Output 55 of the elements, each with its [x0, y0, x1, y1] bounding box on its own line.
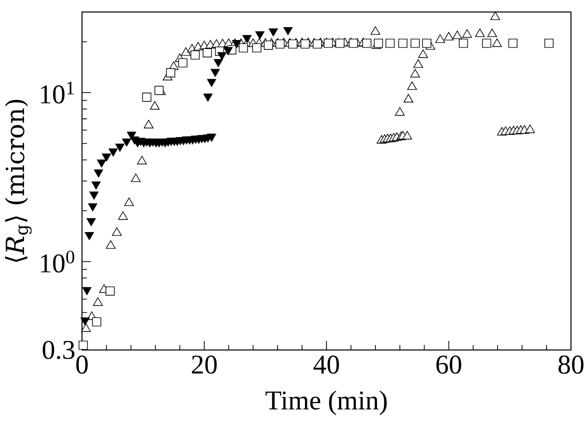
point [312, 39, 322, 49]
point [178, 58, 188, 68]
point [362, 38, 372, 48]
point [348, 38, 358, 48]
x-tick-label: 60 [436, 356, 462, 374]
point [206, 78, 216, 88]
point [142, 92, 152, 102]
point [398, 38, 408, 48]
point [268, 28, 278, 37]
point [89, 192, 99, 200]
point [288, 39, 298, 49]
x-tick-label: 20 [192, 356, 217, 374]
point [190, 50, 200, 60]
point [86, 218, 96, 226]
point [80, 317, 90, 326]
x-tick-label: 0 [76, 356, 88, 374]
point [264, 40, 273, 50]
point [223, 47, 233, 56]
point [84, 232, 94, 240]
point [206, 134, 216, 142]
y-tick-label: 10$^{0}$ [40, 250, 74, 273]
point [255, 31, 265, 40]
point [410, 38, 420, 48]
point [102, 154, 112, 162]
point [115, 144, 125, 152]
point [242, 35, 252, 44]
point [122, 138, 132, 147]
point [166, 68, 176, 78]
point [82, 287, 92, 296]
point [96, 160, 106, 168]
point [217, 52, 227, 60]
y-axis-title: ⟨R$_{g}$⟩ (micron) [5, 100, 32, 262]
point [214, 59, 224, 68]
point [422, 38, 432, 48]
point [275, 39, 285, 49]
point [458, 38, 468, 48]
point [88, 203, 98, 212]
point [252, 43, 262, 52]
y-tick-label: 10$^{1}$ [40, 82, 74, 104]
point [300, 39, 310, 49]
y-tick-label: 0.3 [42, 340, 74, 360]
point [283, 27, 293, 36]
point [386, 38, 395, 48]
x-tick-label: 40 [314, 356, 339, 374]
point [108, 148, 118, 157]
point [94, 169, 104, 178]
point [203, 94, 213, 102]
x-tick-label: 80 [558, 356, 584, 374]
point [238, 43, 248, 52]
x-axis-title: Time (min) [266, 390, 387, 416]
point [91, 181, 101, 190]
point [210, 68, 220, 78]
point [482, 38, 492, 48]
point [544, 38, 554, 48]
point [508, 38, 518, 48]
